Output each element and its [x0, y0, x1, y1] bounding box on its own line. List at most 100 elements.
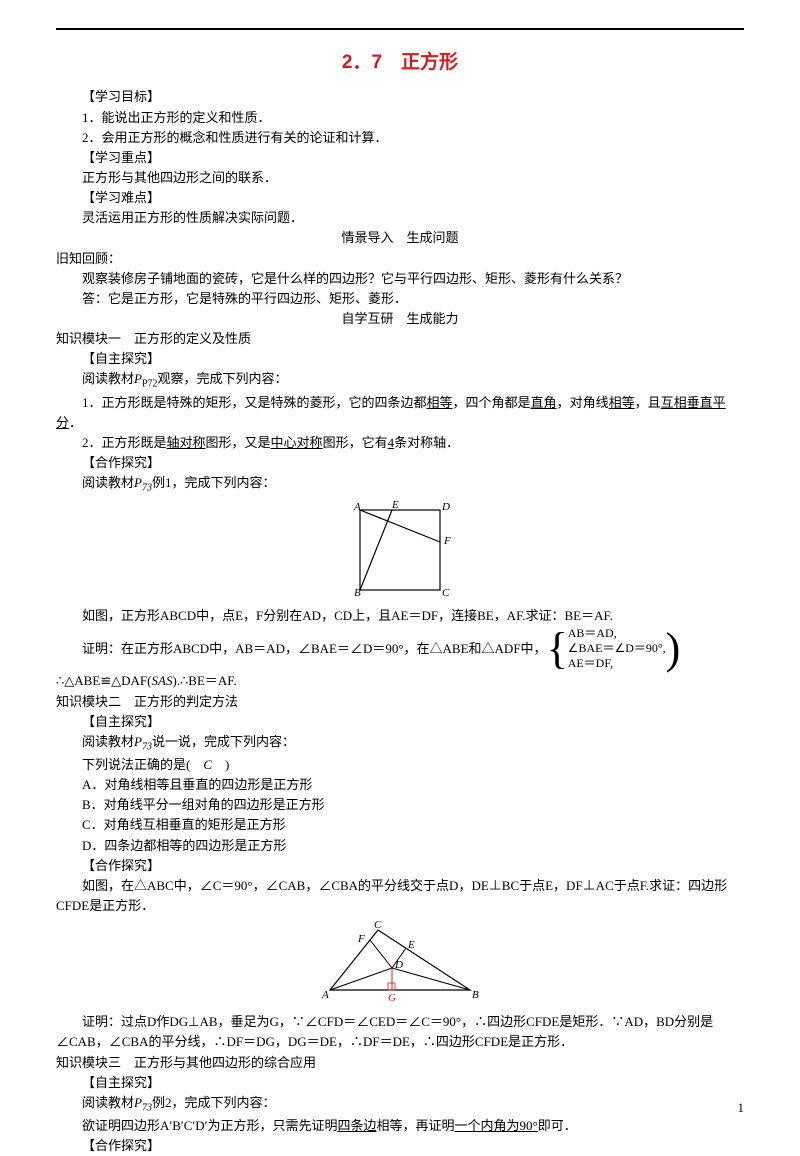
proof-tail: ∴△ABE≌△DAF(SAS).∴BE＝AF.	[56, 671, 237, 691]
module-2-heading: 知识模块二 正方形的判定方法	[56, 692, 744, 712]
page-ref-sub: 73	[142, 483, 152, 494]
old-review-label: 旧知回顾：	[56, 249, 744, 269]
label-A: A	[321, 989, 329, 1001]
label-B: B	[354, 587, 361, 598]
text: 下列说法正确的是(	[82, 757, 203, 772]
heading-key: 【学习重点】	[56, 148, 744, 168]
self1-item-1: 1．正方形既是特殊的矩形，又是特殊的菱形，它的四条边都相等，四个角都是直角，对角…	[56, 393, 744, 433]
label-B: B	[472, 989, 479, 1001]
text: ∴△ABE≌△DAF(	[56, 673, 152, 688]
mcq-stem: 下列说法正确的是( C )	[56, 755, 744, 775]
brace-row-2: ∠BAE＝∠D＝90°,	[568, 641, 666, 655]
fig1-problem: 如图，正方形ABCD中，点E，F分别在AD，CD上，且AE＝DF，连接BE，AF…	[56, 606, 744, 626]
label-D: D	[394, 959, 403, 971]
page-ref-sub: 73	[142, 1102, 152, 1113]
doc-title: 2．7 正方形	[56, 48, 744, 77]
text: 2．正方形既是	[82, 435, 167, 450]
square-diagram: A D B C E F	[330, 498, 470, 598]
page-ref: P73	[134, 1095, 152, 1110]
brace-content: AB＝AD, ∠BAE＝∠D＝90°, AE＝DF,	[568, 626, 666, 671]
brace-row-1: AB＝AD,	[568, 626, 617, 640]
coop2-problem: 如图，在△ABC中，∠C＝90°，∠CAB，∠CBA的平分线交于点D，DE⊥BC…	[56, 876, 744, 916]
mcq-option-b: B．对角线平分一组对角的四边形是正方形	[56, 795, 744, 815]
old-question: 观察装修房子铺地面的瓷砖，它是什么样的四边形？它与平行四边形、矩形、菱形有什么关…	[56, 269, 744, 289]
mcq-option-a: A．对角线相等且垂直的四边形是正方形	[56, 775, 744, 795]
blank-angle: 一个内角为90°	[455, 1118, 538, 1133]
label-A: A	[353, 501, 361, 513]
page-ref: P73	[134, 734, 152, 749]
blank-center-sym: 中心对称	[271, 435, 323, 450]
blank-right-angle: 直角	[531, 395, 557, 410]
label-G: G	[388, 992, 396, 1004]
self-explore-3-heading: 【自主探究】	[56, 1073, 744, 1093]
blank-equal: 相等	[427, 395, 453, 410]
page-ref: PP72	[134, 371, 158, 386]
text: 例2，完成下列内容：	[152, 1095, 276, 1110]
page-ref-sub: 73	[142, 741, 152, 752]
text: 例1，完成下列内容：	[152, 475, 276, 490]
proof-lead: 证明：在正方形ABCD中，AB＝AD，∠BAE＝∠D＝90°，在△ABE和△AD…	[56, 639, 547, 659]
figure-2: A B C D E F G	[56, 918, 744, 1010]
blank-equal-2: 相等	[609, 395, 635, 410]
document-page: 2．7 正方形 【学习目标】 1．能说出正方形的定义和性质． 2．会用正方形的概…	[0, 0, 800, 1134]
page-ref: P73	[134, 475, 152, 490]
label-D: D	[441, 501, 450, 513]
self-explore-2-heading: 【自主探究】	[56, 712, 744, 732]
text: 条对称轴．	[394, 435, 459, 450]
text: ).∴BE＝AF.	[172, 673, 236, 688]
text: 欲证明四边形A′B′C′D′为正方形，只需先证明	[82, 1118, 338, 1133]
old-answer: 答：它是正方形，它是特殊的平行四边形、矩形、菱形．	[56, 289, 744, 309]
key-item: 正方形与其他四边形之间的联系．	[56, 168, 744, 188]
study-heading: 自学互研 生成能力	[56, 309, 744, 329]
text: 图形，它有	[323, 435, 388, 450]
text: 即可．	[538, 1118, 577, 1133]
text: ．	[69, 415, 82, 430]
text: )	[212, 757, 229, 772]
heading-hard: 【学习难点】	[56, 188, 744, 208]
scene-heading: 情景导入 生成问题	[56, 228, 744, 248]
goal-item-1: 1．能说出正方形的定义和性质．	[56, 108, 744, 128]
sas: SAS	[152, 673, 173, 688]
coop1-read: 阅读教材P73例1，完成下列内容：	[56, 473, 744, 496]
label-C: C	[442, 587, 450, 598]
module-3-heading: 知识模块三 正方形与其他四边形的综合应用	[56, 1053, 744, 1073]
blank-sides: 四条边	[338, 1118, 377, 1133]
self2-read: 阅读教材P73说一说，完成下列内容：	[56, 732, 744, 755]
self-explore-1-heading: 【自主探究】	[56, 349, 744, 369]
mcq-option-d: D．四条边都相等的四边形是正方形	[56, 836, 744, 856]
blank-axis: 轴对称	[167, 435, 206, 450]
label-E: E	[391, 499, 399, 511]
text: 图形，又是	[206, 435, 271, 450]
hard-item: 灵活运用正方形的性质解决实际问题．	[56, 208, 744, 228]
self1-item-2: 2．正方形既是轴对称图形，又是中心对称图形，它有4条对称轴．	[56, 433, 744, 453]
text: ，四个角都是	[453, 395, 531, 410]
label-F: F	[357, 933, 365, 945]
label-C: C	[374, 919, 382, 931]
proof-1: 证明：在正方形ABCD中，AB＝AD，∠BAE＝∠D＝90°，在△ABE和△AD…	[56, 626, 744, 691]
goal-item-2: 2．会用正方形的概念和性质进行有关的论证和计算．	[56, 128, 744, 148]
text: ，对角线	[557, 395, 609, 410]
text: 说一说，完成下列内容：	[152, 734, 295, 749]
coop-2-heading: 【合作探究】	[56, 856, 744, 876]
proof-2: 证明：过点D作DG⊥AB，垂足为G，∵∠CFD＝∠CED＝∠C＝90°，∴四边形…	[56, 1012, 744, 1052]
top-rule	[56, 28, 744, 30]
brace-row-3: AE＝DF,	[568, 656, 613, 670]
coop-1-heading: 【合作探究】	[56, 453, 744, 473]
text: 阅读教材	[82, 1095, 134, 1110]
heading-learn-goal: 【学习目标】	[56, 87, 744, 107]
left-brace: {	[547, 629, 568, 669]
text: 阅读教材	[82, 734, 134, 749]
text: 观察，完成下列内容：	[158, 371, 288, 386]
module-1-heading: 知识模块一 正方形的定义及性质	[56, 329, 744, 349]
label-F: F	[443, 535, 451, 547]
mcq-option-c: C．对角线互相垂直的矩形是正方形	[56, 815, 744, 835]
mcq-answer: C	[203, 757, 212, 772]
self3-line: 欲证明四边形A′B′C′D′为正方形，只需先证明四条边相等，再证明一个内角为90…	[56, 1116, 744, 1136]
figure-1: A D B C E F	[56, 498, 744, 604]
page-ref-sub: P72	[142, 379, 158, 390]
text: ，且	[635, 395, 661, 410]
page-number: 1	[738, 1098, 745, 1118]
coop-3-heading: 【合作探究】	[56, 1136, 744, 1156]
text: 1．正方形既是特殊的矩形，又是特殊的菱形，它的四条边都	[82, 395, 427, 410]
triangle-diagram: A B C D E F G	[300, 918, 500, 1004]
